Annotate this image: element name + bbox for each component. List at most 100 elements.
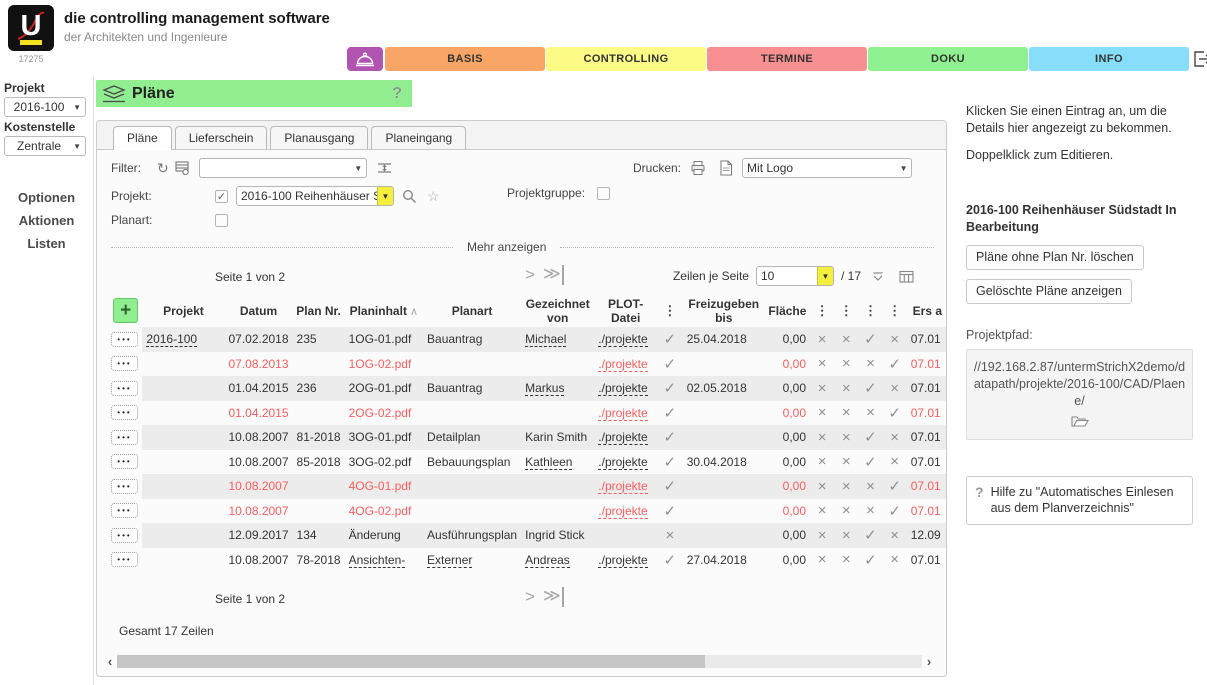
cell-gezeichnet_von[interactable]: Michael [521, 327, 594, 352]
cell-plot_datei[interactable]: ./projekte [594, 450, 657, 475]
cell-planart[interactable]: Externer [423, 548, 521, 573]
delete-plans-without-number-button[interactable]: Pläne ohne Plan Nr. löschen [966, 245, 1144, 270]
help-link-box[interactable]: ? Hilfe zu "Automatisches Einlesen aus d… [966, 476, 1193, 526]
row-menu-button[interactable]: ••• [111, 454, 138, 469]
col-flags-14[interactable]: ⋮ [883, 294, 907, 327]
table-row[interactable]: •••07.08.20131OG-02.pdf./projekte✓0,00××… [109, 352, 947, 377]
cell-gezeichnet_von[interactable]: Andreas [521, 548, 594, 573]
show-deleted-plans-button[interactable]: Gelöschte Pläne anzeigen [966, 279, 1132, 304]
tab-pl-ne[interactable]: Pläne [113, 126, 172, 150]
link-plot_datei[interactable]: ./projekte [598, 357, 647, 372]
last-page-button[interactable]: ≫ [543, 265, 564, 285]
col-flags-12[interactable]: ⋮ [834, 294, 858, 327]
table-row[interactable]: •••01.04.20152OG-02.pdf./projekte✓0,00××… [109, 401, 947, 426]
nav-tab-doku[interactable]: DOKU [868, 47, 1028, 71]
nav-tab-info[interactable]: INFO [1029, 47, 1189, 71]
table-row[interactable]: •••12.09.2017134ÄnderungAusführungsplanI… [109, 523, 947, 548]
link-plot_datei[interactable]: ./projekte [598, 553, 647, 568]
link-gezeichnet_von[interactable]: Andreas [525, 553, 570, 568]
next-page-button[interactable]: > [525, 587, 535, 607]
col-plot-datei[interactable]: PLOT-Datei [594, 294, 657, 327]
col-flags-11[interactable]: ⋮ [810, 294, 834, 327]
cell-gezeichnet_von[interactable]: Markus [521, 376, 594, 401]
tab-planausgang[interactable]: Planausgang [270, 126, 368, 149]
add-plan-button[interactable]: + [113, 298, 138, 323]
projektgruppe-checkbox[interactable] [597, 187, 610, 200]
col-freizugeben-bis[interactable]: Freizugeben bis [683, 294, 765, 327]
link-gezeichnet_von[interactable]: Kathleen [525, 455, 572, 470]
col-fl-che[interactable]: Fläche [765, 294, 810, 327]
logout-button[interactable] [1190, 47, 1207, 71]
row-menu-button[interactable]: ••• [111, 528, 138, 543]
scroll-left-button[interactable]: ‹ [103, 655, 117, 668]
sidebar-item-listen[interactable]: Listen [0, 232, 93, 255]
col-gezeichnet-von[interactable]: Gezeichnet von [521, 294, 594, 327]
row-menu-button[interactable]: ••• [111, 479, 138, 494]
row-menu-button[interactable]: ••• [111, 381, 138, 396]
link-gezeichnet_von[interactable]: Michael [525, 332, 566, 347]
cell-plot_datei[interactable]: ./projekte [594, 425, 657, 450]
calendar-grid-icon[interactable] [899, 270, 914, 283]
pdf-export-icon[interactable] [719, 160, 733, 176]
planart-filter-checkbox[interactable] [215, 214, 228, 227]
cell-gezeichnet_von[interactable]: Kathleen [521, 450, 594, 475]
col-flags-8[interactable]: ⋮ [657, 294, 683, 327]
link-plot_datei[interactable]: ./projekte [598, 479, 647, 494]
sidebar-item-optionen[interactable]: Optionen [0, 186, 93, 209]
table-row[interactable]: •••10.08.200785-20183OG-02.pdfBebauungsp… [109, 450, 947, 475]
col-planart[interactable]: Planart [423, 294, 521, 327]
row-menu-button[interactable]: ••• [111, 356, 138, 371]
link-planinhalt[interactable]: Ansichten- [349, 553, 406, 568]
link-plot_datei[interactable]: ./projekte [598, 504, 647, 519]
col-projekt[interactable]: Projekt [142, 294, 224, 327]
col-flags-13[interactable]: ⋮ [858, 294, 882, 327]
tab-lieferschein[interactable]: Lieferschein [175, 126, 268, 149]
cell-planinhalt[interactable]: Ansichten- [345, 548, 423, 573]
link-plot_datei[interactable]: ./projekte [598, 430, 647, 445]
table-row[interactable]: •••10.08.200778-2018Ansichten-ExternerAn… [109, 548, 947, 573]
projekt-filter-checkbox[interactable]: ✓ [215, 190, 228, 203]
filter-combobox[interactable]: ▼ [199, 158, 367, 178]
cell-plot_datei[interactable]: ./projekte [594, 401, 657, 426]
last-page-button[interactable]: ≫ [543, 587, 564, 607]
printer-icon[interactable] [690, 160, 706, 176]
scrollbar-track[interactable] [117, 655, 922, 668]
row-menu-button[interactable]: ••• [111, 332, 138, 347]
nav-menu-button[interactable] [347, 47, 383, 71]
link-plot_datei[interactable]: ./projekte [598, 332, 647, 347]
table-row[interactable]: •••10.08.200781-20183OG-01.pdfDetailplan… [109, 425, 947, 450]
scrollbar-thumb[interactable] [117, 655, 705, 668]
nav-tab-controlling[interactable]: CONTROLLING [546, 47, 706, 71]
kostenstelle-select[interactable]: Zentrale ▼ [4, 136, 86, 156]
nav-tab-basis[interactable]: BASIS [385, 47, 545, 71]
nav-tab-termine[interactable]: TERMINE [707, 47, 867, 71]
favorite-star-icon[interactable]: ☆ [427, 188, 440, 205]
cell-projekt[interactable]: 2016-100 [142, 327, 224, 352]
scroll-right-button[interactable]: › [922, 655, 936, 668]
col-plan-nr[interactable]: Plan Nr. [293, 294, 345, 327]
link-projekt[interactable]: 2016-100 [146, 332, 197, 347]
link-plot_datei[interactable]: ./projekte [598, 381, 647, 396]
print-layout-select[interactable]: Mit Logo ▼ [742, 158, 912, 178]
expand-rows-icon[interactable] [872, 271, 884, 282]
link-gezeichnet_von[interactable]: Markus [525, 381, 564, 396]
col-ers-a[interactable]: Ers a [907, 294, 947, 327]
cell-plot_datei[interactable]: ./projekte [594, 548, 657, 573]
refresh-icon[interactable]: ↻ [157, 160, 169, 177]
next-page-button[interactable]: > [525, 265, 535, 285]
search-icon[interactable] [402, 189, 417, 204]
page-help-button[interactable]: ? [392, 85, 402, 103]
cell-plot_datei[interactable]: ./projekte [594, 474, 657, 499]
col-planinhalt[interactable]: Planinhalt∧ [345, 294, 423, 327]
table-row[interactable]: •••10.08.20074OG-02.pdf./projekte✓0,00××… [109, 499, 947, 524]
projekt-select[interactable]: 2016-100 ▼ [4, 97, 86, 117]
table-row[interactable]: •••10.08.20074OG-01.pdf./projekte✓0,00××… [109, 474, 947, 499]
row-settings-icon[interactable] [377, 161, 392, 175]
row-menu-button[interactable]: ••• [111, 503, 138, 518]
cell-plot_datei[interactable]: ./projekte [594, 352, 657, 377]
tab-planeingang[interactable]: Planeingang [371, 126, 466, 149]
sidebar-item-aktionen[interactable]: Aktionen [0, 209, 93, 232]
rows-per-page-select[interactable]: 10 ▼ [756, 266, 834, 286]
open-folder-icon[interactable] [973, 414, 1186, 433]
row-menu-button[interactable]: ••• [111, 430, 138, 445]
